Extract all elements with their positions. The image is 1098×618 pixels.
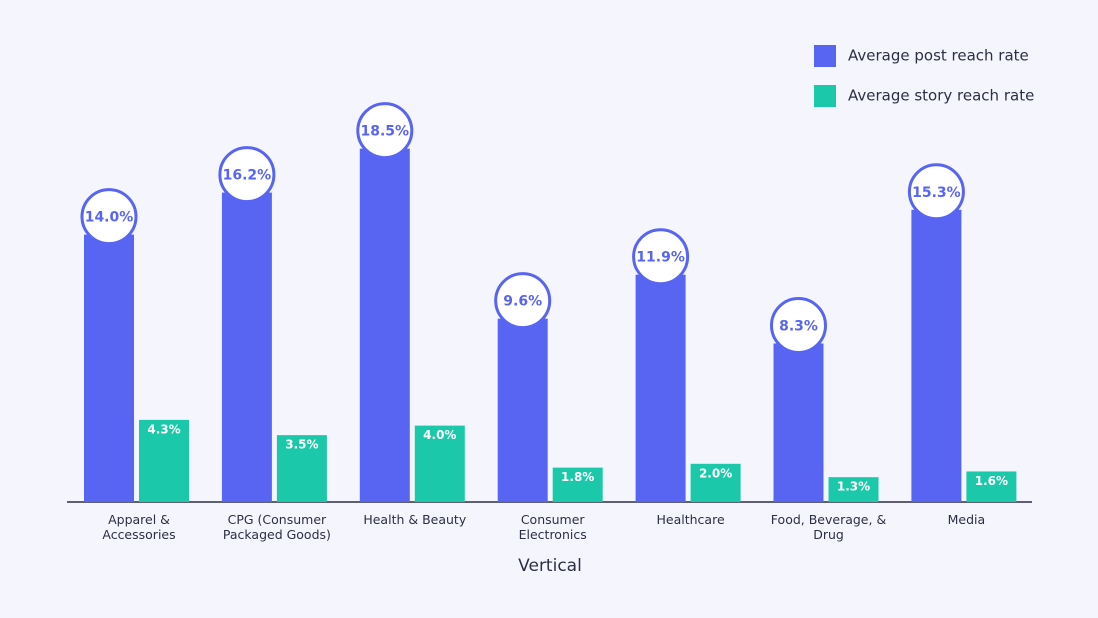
value-bubble xyxy=(770,296,827,354)
value-label: 11.9% xyxy=(636,250,685,266)
value-label: 4.3% xyxy=(147,422,180,436)
value-bubble xyxy=(907,163,965,221)
legend-swatch xyxy=(814,85,836,107)
x-tick-label: Food, Beverage, & Drug xyxy=(770,512,887,542)
value-label: 14.0% xyxy=(85,210,134,226)
x-tick-label: Health & Beauty xyxy=(363,512,467,527)
bar xyxy=(221,192,272,502)
x-tick-label: CPG (Consumer Packaged Goods) xyxy=(222,512,331,542)
bar xyxy=(966,471,1017,502)
legend-label: Average post reach rate xyxy=(848,47,1029,65)
x-tick-label: Consumer Electronics xyxy=(518,512,587,542)
value-label: 15.3% xyxy=(912,185,961,201)
legend-swatch xyxy=(814,45,836,67)
value-bubble xyxy=(218,146,276,204)
value-label: 1.8% xyxy=(561,470,594,484)
bar xyxy=(414,425,465,502)
bar xyxy=(552,467,603,502)
bar xyxy=(359,148,410,502)
value-bubble xyxy=(494,272,552,330)
value-bubble xyxy=(356,102,414,160)
bar xyxy=(84,234,134,502)
x-axis-label: Vertical xyxy=(518,556,582,576)
bar xyxy=(773,343,824,502)
value-label: 9.6% xyxy=(503,294,542,310)
value-label: 1.6% xyxy=(975,474,1008,488)
x-tick-label: Healthcare xyxy=(656,512,725,527)
value-label: 2.0% xyxy=(699,466,732,480)
value-label: 8.3% xyxy=(779,318,818,334)
bar xyxy=(828,477,879,502)
bar xyxy=(276,435,327,502)
value-label: 4.0% xyxy=(423,428,456,442)
x-tick-label: Apparel & Accessories xyxy=(102,512,176,542)
legend-label: Average story reach rate xyxy=(848,87,1034,105)
bar xyxy=(635,274,686,502)
value-bubble xyxy=(632,228,690,286)
bar xyxy=(690,463,741,502)
value-label: 3.5% xyxy=(285,438,318,452)
bar xyxy=(139,419,189,502)
value-bubble xyxy=(80,188,138,246)
value-label: 18.5% xyxy=(361,124,410,140)
value-label: 1.3% xyxy=(837,480,870,494)
x-tick-label: Media xyxy=(947,512,986,527)
bar xyxy=(911,209,962,502)
value-label: 16.2% xyxy=(223,168,272,184)
bar xyxy=(497,318,548,502)
